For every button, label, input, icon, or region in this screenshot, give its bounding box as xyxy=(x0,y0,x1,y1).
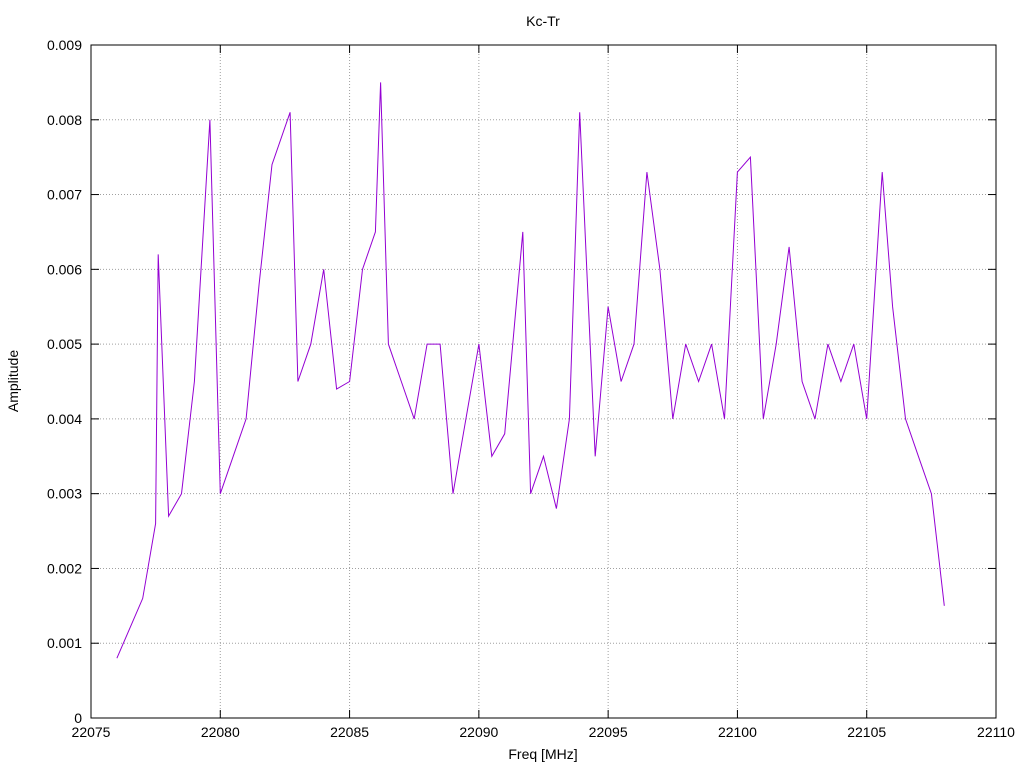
y-tick-label: 0.004 xyxy=(47,411,82,427)
series-line xyxy=(116,82,945,659)
x-tick-label: 22090 xyxy=(459,724,498,740)
x-tick-label: 22100 xyxy=(718,724,757,740)
y-tick-label: 0.001 xyxy=(47,635,82,651)
y-axis-label: Amplitude xyxy=(5,350,21,412)
y-tick-label: 0.008 xyxy=(47,112,82,128)
trace xyxy=(116,82,945,659)
y-tick-label: 0.009 xyxy=(47,37,82,53)
y-tick-label: 0.003 xyxy=(47,486,82,502)
x-tick-label: 22095 xyxy=(589,724,628,740)
x-tick-label: 22075 xyxy=(72,724,111,740)
grid xyxy=(91,45,996,718)
x-axis-label: Freq [MHz] xyxy=(508,746,577,762)
y-tick-label: 0.006 xyxy=(47,261,82,277)
ticks xyxy=(90,44,997,719)
chart-title: Kc-Tr xyxy=(526,13,560,29)
y-tick-label: 0.002 xyxy=(47,560,82,576)
y-tick-labels: 0 0.001 0.002 0.003 0.004 0.005 0.006 0.007 0.00… xyxy=(47,37,82,726)
x-tick-label: 22080 xyxy=(201,724,240,740)
y-tick-label: 0.007 xyxy=(47,187,82,203)
x-tick-labels: 22075 22080 22085 22090 22095 22100 22105 22110 xyxy=(72,724,1016,740)
y-tick-label: 0 xyxy=(74,710,82,726)
plot-frame xyxy=(90,44,997,719)
y-tick-label: 0.005 xyxy=(47,336,82,352)
x-tick-label: 22105 xyxy=(847,724,886,740)
x-tick-label: 22110 xyxy=(977,724,1015,740)
x-tick-label: 22085 xyxy=(330,724,369,740)
